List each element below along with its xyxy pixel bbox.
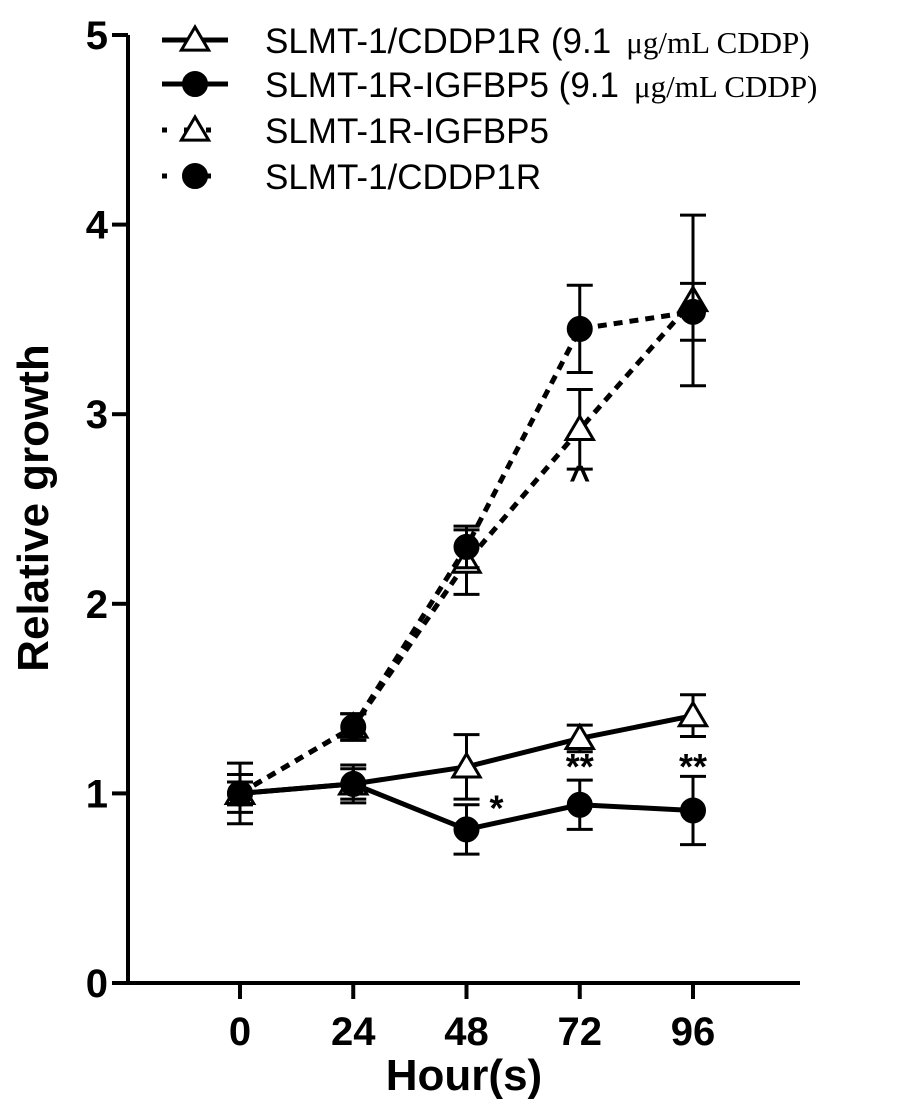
y-tick-label: 5 bbox=[86, 14, 108, 58]
legend-swatch-marker bbox=[178, 114, 212, 142]
significance-mark: ** bbox=[679, 746, 707, 787]
y-tick-label: 3 bbox=[86, 393, 108, 437]
data-point bbox=[566, 791, 593, 818]
y-tick-label: 4 bbox=[86, 204, 109, 248]
legend: SLMT-1/CDDP1R (9.1 μg/mL CDDP)SLMT-1R-IGF… bbox=[162, 22, 817, 197]
legend-item-3: SLMT-1R-IGFBP5 bbox=[162, 112, 549, 151]
x-tick-label: 0 bbox=[229, 1010, 251, 1054]
y-tick-label: 2 bbox=[86, 583, 108, 627]
series-1 bbox=[223, 693, 710, 814]
legend-item-2: SLMT-1R-IGFBP5 (9.1 μg/mL CDDP) bbox=[162, 66, 817, 105]
x-tick-label: 96 bbox=[671, 1010, 716, 1054]
legend-label: SLMT-1/CDDP1R bbox=[265, 158, 541, 197]
x-tick-label: 24 bbox=[331, 1010, 376, 1054]
x-tick-label: 48 bbox=[444, 1010, 489, 1054]
x-axis-title: Hour(s) bbox=[386, 1051, 542, 1100]
y-axis-title: Relative growth bbox=[9, 344, 58, 672]
series-3 bbox=[223, 213, 710, 807]
legend-swatch-marker bbox=[182, 163, 208, 189]
data-point bbox=[453, 533, 480, 560]
significance-mark: * bbox=[489, 788, 503, 829]
data-point bbox=[450, 750, 483, 779]
legend-swatch-marker bbox=[182, 71, 208, 97]
axes: 0 1 2 3 4 5 0 24 48 72 96 Hour(s) Relative growth bbox=[9, 14, 800, 1100]
legend-item-1: SLMT-1/CDDP1R (9.1 μg/mL CDDP) bbox=[162, 22, 810, 61]
significance-mark: ^ bbox=[569, 458, 590, 499]
data-point bbox=[680, 298, 706, 325]
legend-label: SLMT-1/CDDP1R (9.1 bbox=[265, 22, 611, 61]
data-point bbox=[340, 770, 367, 797]
legend-label-unit: μg/mL CDDP) bbox=[634, 69, 817, 104]
annotations: *** **^ bbox=[489, 458, 707, 829]
y-tick-label: 1 bbox=[86, 772, 108, 816]
data-point bbox=[680, 797, 706, 824]
significance-mark: ** bbox=[566, 746, 594, 787]
data-point bbox=[453, 816, 480, 843]
legend-label-unit: μg/mL CDDP) bbox=[626, 25, 809, 60]
data-point bbox=[676, 699, 710, 728]
series-2 bbox=[227, 761, 706, 856]
x-tick-label: 72 bbox=[558, 1010, 603, 1054]
data-point bbox=[563, 413, 597, 442]
data-point bbox=[566, 315, 593, 342]
data-point bbox=[227, 780, 253, 807]
y-tick-label: 0 bbox=[86, 962, 108, 1006]
legend-item-4: SLMT-1/CDDP1R bbox=[162, 158, 541, 197]
series-4 bbox=[227, 281, 706, 807]
data-point bbox=[340, 714, 367, 741]
legend-label: SLMT-1R-IGFBP5 (9.1 bbox=[265, 66, 619, 105]
legend-label: SLMT-1R-IGFBP5 bbox=[265, 112, 549, 151]
data-point bbox=[563, 722, 597, 751]
series-layer bbox=[223, 213, 710, 856]
legend-swatch-marker bbox=[178, 24, 212, 52]
